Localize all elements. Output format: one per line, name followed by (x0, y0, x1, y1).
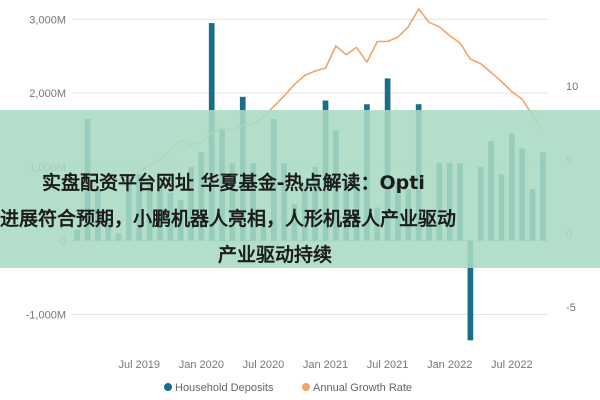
legend-item-deposits[interactable]: Household Deposits (164, 382, 274, 394)
legend-label-deposits: Household Deposits (175, 382, 274, 394)
legend: Household Deposits Annual Growth Rate (164, 382, 412, 394)
bar-household-deposits (467, 240, 474, 341)
y-left-tick-label: -1,000M (26, 309, 66, 321)
x-tick-label: Jul 2020 (243, 359, 285, 371)
x-tick-label: Jul 2019 (118, 359, 160, 371)
y-right-tick-label: 10 (566, 81, 578, 93)
overlay-banner-background (0, 110, 600, 268)
x-tick-label: Jan 2020 (179, 359, 224, 371)
y-left-tick-label: 3,000M (29, 14, 66, 26)
overlay-banner-line-3: 产业驱动持续 (218, 243, 332, 266)
legend-label-growth: Annual Growth Rate (313, 382, 412, 394)
x-tick-label: Jul 2021 (367, 359, 409, 371)
y-right-tick-label: -5 (566, 302, 576, 314)
y-left-tick-label: 2,000M (29, 88, 66, 100)
legend-marker-deposits (164, 383, 172, 391)
x-tick-label: Jan 2021 (303, 359, 348, 371)
legend-item-growth[interactable]: Annual Growth Rate (302, 382, 412, 394)
x-tick-label: Jan 2022 (427, 359, 472, 371)
x-axis: Jul 2019 Jan 2020 Jul 2020 Jan 2021 Jul 2021… (118, 359, 532, 371)
legend-marker-growth (302, 383, 310, 391)
overlay-banner-line-2: 进展符合预期，小鹏机器人亮相，人形机器人产业驱动 (0, 207, 456, 230)
overlay-banner: 实盘配资平台网址 华夏基金-热点解读：Opti 进展符合预期，小鹏机器人亮相，人… (0, 110, 600, 268)
x-tick-label: Jul 2022 (491, 359, 533, 371)
overlay-banner-line-1: 实盘配资平台网址 华夏基金-热点解读：Opti (42, 171, 425, 194)
